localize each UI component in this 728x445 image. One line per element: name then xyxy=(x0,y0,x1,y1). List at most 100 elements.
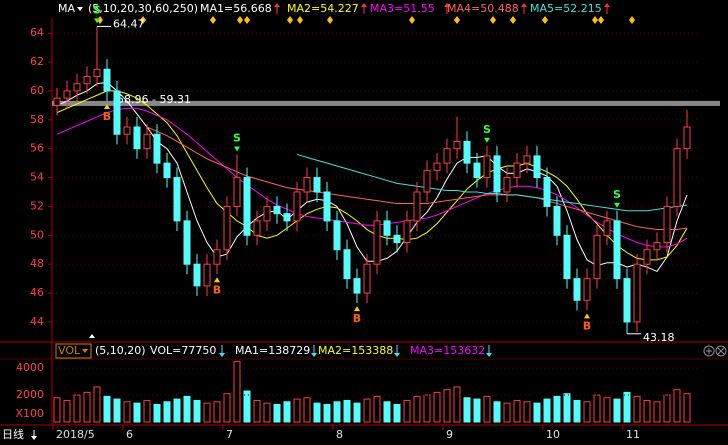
volume-bar xyxy=(173,398,181,423)
close-button[interactable] xyxy=(715,345,727,357)
candle-body xyxy=(473,162,481,179)
volume-label[interactable]: VOL xyxy=(58,344,81,357)
timeframe-label[interactable]: 日线 xyxy=(2,427,24,441)
y-tick-label: 60 xyxy=(30,84,44,97)
volume-bar xyxy=(583,401,591,423)
y-tick-label: 54 xyxy=(30,171,44,184)
volume-bar xyxy=(453,386,461,423)
volume-bar xyxy=(233,360,241,423)
volume-bar xyxy=(523,401,531,423)
candle-body xyxy=(543,177,551,207)
volume-bar xyxy=(83,391,91,423)
volume-unit: X100 xyxy=(15,407,44,420)
candle-body xyxy=(393,234,401,244)
volume-bar xyxy=(113,398,121,423)
volume-bar xyxy=(223,393,231,423)
trend-arrow xyxy=(521,3,527,7)
legend-entry: MA5=52.215 xyxy=(530,2,602,15)
volume-bar xyxy=(263,402,271,423)
signal-arrow xyxy=(584,313,590,319)
cursor-marker xyxy=(89,334,95,338)
buy-signal: B xyxy=(353,312,361,325)
candle-body xyxy=(403,220,411,244)
candle-body xyxy=(133,126,141,150)
trend-arrow xyxy=(444,3,450,7)
buy-signal: B xyxy=(103,110,111,123)
event-marker xyxy=(592,16,598,24)
volume-bar xyxy=(123,401,131,423)
min-label: 43.18 xyxy=(643,331,675,344)
volume-params: (5,10,20) xyxy=(95,344,146,357)
volume-bar xyxy=(343,399,351,423)
candle-body xyxy=(323,191,331,222)
signal-arrow xyxy=(214,277,220,283)
indicator-params: (5,10,20,30,60,250) xyxy=(88,2,198,15)
candle-body xyxy=(493,155,501,193)
event-marker xyxy=(287,16,293,24)
volume-bar xyxy=(463,397,471,423)
candle-body xyxy=(583,278,591,301)
sell-signal: S xyxy=(613,188,621,201)
dropdown-arrow[interactable] xyxy=(77,7,83,11)
candle-body xyxy=(333,220,341,251)
y-tick-label: 46 xyxy=(30,286,44,299)
candle-body xyxy=(273,205,281,215)
candle-body xyxy=(143,133,151,150)
close-icon xyxy=(717,347,725,355)
volume-bar xyxy=(573,399,581,423)
candle-body xyxy=(213,249,221,265)
candle-body xyxy=(203,263,211,287)
candle-body xyxy=(53,97,61,106)
ma-line xyxy=(56,81,688,273)
volume-legend-entry: MA2=153388 xyxy=(318,344,393,357)
volume-bar xyxy=(663,394,671,423)
ma-line xyxy=(56,90,688,261)
trend-arrow xyxy=(219,353,225,357)
volume-bar xyxy=(183,395,191,423)
candle-body xyxy=(93,68,101,77)
volume-bar xyxy=(253,399,261,423)
dropdown-arrow[interactable] xyxy=(82,349,88,353)
indicator-name[interactable]: MA xyxy=(58,2,75,15)
event-marker xyxy=(409,16,415,24)
candle-body xyxy=(83,75,91,85)
ma-line xyxy=(296,153,688,212)
candle-body xyxy=(653,242,661,251)
y-tick-label: 4000 xyxy=(16,361,44,374)
volume-bar xyxy=(433,391,441,423)
candle-body xyxy=(373,220,381,265)
event-marker xyxy=(629,16,635,24)
volume-bar xyxy=(143,399,151,423)
volume-bar xyxy=(513,399,521,423)
y-tick-label: 64 xyxy=(30,26,44,39)
candle-body xyxy=(683,126,691,150)
zoom-in-button[interactable] xyxy=(703,345,715,357)
trend-arrow xyxy=(274,3,280,7)
event-marker xyxy=(327,16,333,24)
candle-body xyxy=(663,205,671,244)
volume-selector[interactable] xyxy=(55,343,92,359)
y-tick-label: 44 xyxy=(30,315,44,328)
candle-body xyxy=(433,162,441,171)
sell-signal: S xyxy=(93,3,101,16)
volume-bar xyxy=(103,395,111,423)
event-marker xyxy=(297,16,303,24)
volume-bar xyxy=(483,395,491,423)
volume-bar xyxy=(623,391,631,423)
buy-signal: B xyxy=(583,319,591,332)
x-tick-label: 7 xyxy=(226,428,233,441)
volume-bar xyxy=(393,403,401,423)
trend-arrow xyxy=(604,3,610,7)
candle-body xyxy=(613,220,621,280)
sell-signal: S xyxy=(483,123,491,136)
x-tick-label: 8 xyxy=(336,428,343,441)
y-tick-label: 52 xyxy=(30,199,44,212)
volume-legend-entry: MA1=138729 xyxy=(235,344,310,357)
volume-bar xyxy=(673,389,681,423)
candle-body xyxy=(573,278,581,301)
candle-body xyxy=(293,191,301,222)
volume-bar xyxy=(193,399,201,423)
volume-bar xyxy=(403,399,411,423)
volume-bar xyxy=(163,401,171,423)
